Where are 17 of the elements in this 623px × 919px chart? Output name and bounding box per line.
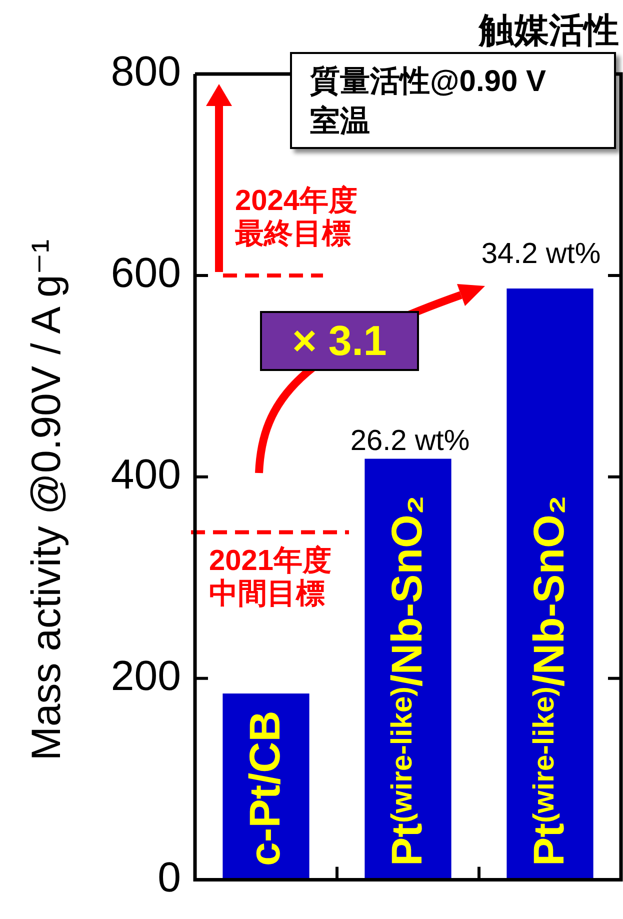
y-tick-label: 600 bbox=[110, 249, 181, 296]
y-axis-title: Mass activity @0.90V / A g⁻¹ bbox=[23, 239, 69, 761]
bar bbox=[506, 288, 594, 880]
annotation: × 3.1 bbox=[292, 317, 387, 365]
annotation: 質量活性@0.90 V 室温 bbox=[310, 64, 546, 140]
annotation: 26.2 wt% bbox=[350, 425, 470, 457]
x-tick-label: c-Pt/CB bbox=[242, 710, 290, 866]
y-tick-label: 400 bbox=[110, 450, 181, 498]
chart-title: 触媒活性 bbox=[479, 11, 619, 51]
y-tick-label: 0 bbox=[158, 853, 181, 900]
ref-line-label: 2021年度中間目標 bbox=[209, 545, 333, 612]
y-tick-label: 800 bbox=[110, 48, 181, 95]
annotation: 34.2 wt% bbox=[481, 238, 601, 270]
text-box: 質量活性@0.90 V 室温 bbox=[290, 52, 616, 149]
y-tick-label: 200 bbox=[110, 652, 181, 699]
ref-line-label: 2024年度最終目標 bbox=[235, 185, 359, 252]
label-box: × 3.1 bbox=[260, 311, 419, 371]
